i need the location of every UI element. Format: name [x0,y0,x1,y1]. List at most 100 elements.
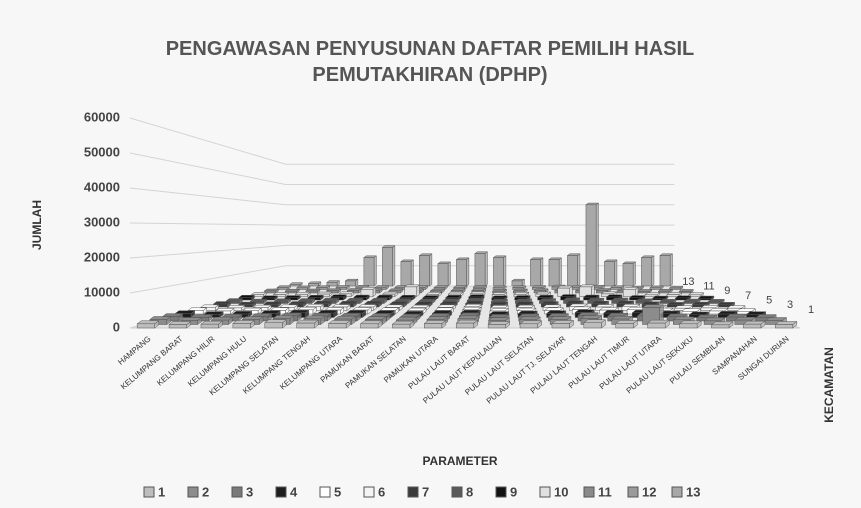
legend-swatch [363,486,375,498]
chart-title: PENGAWASAN PENYUSUNAN DAFTAR PEMILIH HAS… [165,38,695,86]
bar-side [651,255,655,287]
bar-top [488,314,510,318]
bar-top [628,295,646,298]
bar-top [582,294,600,298]
bar-top [221,314,243,318]
bar-top [565,300,585,304]
bar-side [410,259,414,287]
legend-label: 5 [334,484,341,499]
bar-side [540,257,544,287]
bar-top [264,319,288,323]
bar-top [136,320,160,325]
bar [585,204,597,287]
x-tick-label: PAMUKAN BARAT [319,334,376,384]
bar [326,282,338,287]
bar-top [640,255,655,258]
bar-top [338,301,358,304]
bar-top [242,307,263,311]
legend-label: 11 [598,484,612,499]
grid-line [129,117,675,165]
bar-top [260,310,282,314]
bar-top [514,298,533,302]
bar-top [210,316,234,321]
bar-top [384,304,404,308]
bar-top [428,313,451,317]
bar-top [382,291,399,295]
bar-side [503,255,507,287]
bar-top [406,307,427,311]
legend-swatch [187,486,199,498]
bar-top [307,295,325,298]
bar-top [369,313,392,317]
bar-top [519,320,543,325]
bar-top [695,314,718,318]
bar-top [659,299,677,302]
bar-top [681,308,702,312]
bar-top [708,308,729,312]
bar-top [634,298,653,302]
bar-top [518,316,541,321]
bar-top [651,295,669,299]
bar-top [545,310,567,314]
bar-top [463,304,483,307]
x-tick-label: PAMUKAN UTARA [382,334,440,385]
bar-top [492,285,507,289]
bar [487,324,506,329]
bar [567,255,578,287]
bar-top [490,298,509,302]
bar-top [364,316,387,320]
bar-top [426,316,449,320]
bar-top [659,253,674,256]
bar [519,323,538,329]
bar [404,286,417,297]
bar [305,290,318,294]
bar-top [606,313,629,317]
bar-top [774,321,798,325]
bar-top [400,259,415,262]
bar [641,257,652,287]
legend-label: 13 [686,484,700,499]
legend-swatch [495,486,507,498]
bar-top [511,278,526,282]
bar-top [542,304,562,308]
x-tick-label: PULAU SEMBILAN [668,334,727,386]
bar-top [548,257,563,260]
bar-top [359,320,383,325]
bar-top [461,306,482,311]
bar-top [261,295,279,299]
bar-top [363,301,383,304]
bar [622,289,636,297]
bar-side [577,253,581,287]
y-tick-label: 10000 [84,284,120,299]
bar-top [241,316,264,320]
bar-top [603,259,618,262]
y-axis-label: JUMLAH [30,200,44,250]
bar-top [594,304,615,308]
bar [456,259,467,287]
bar-top [566,253,581,256]
bar-top [203,311,224,315]
bar-top [469,291,486,295]
bar-top [399,295,417,298]
grid-line [129,244,675,259]
bar-top [263,288,280,292]
bar-top [755,314,777,318]
legend-swatch [319,486,331,498]
bar-top [331,304,351,308]
bar [622,263,634,287]
bar [615,323,634,329]
y-tick-label: 20000 [84,249,120,264]
legend-swatch [143,486,155,498]
bar-top [745,311,767,315]
bar-top [551,320,575,324]
bar-top [583,319,607,323]
bar-top [389,301,408,305]
bar-top [646,319,670,324]
bar-top [161,313,184,317]
bar-top [595,288,611,291]
bar-top [344,278,359,282]
z-tick-label: 13 [682,276,694,288]
bar [264,322,283,329]
bar-top [200,304,220,308]
bar-top [574,309,596,313]
